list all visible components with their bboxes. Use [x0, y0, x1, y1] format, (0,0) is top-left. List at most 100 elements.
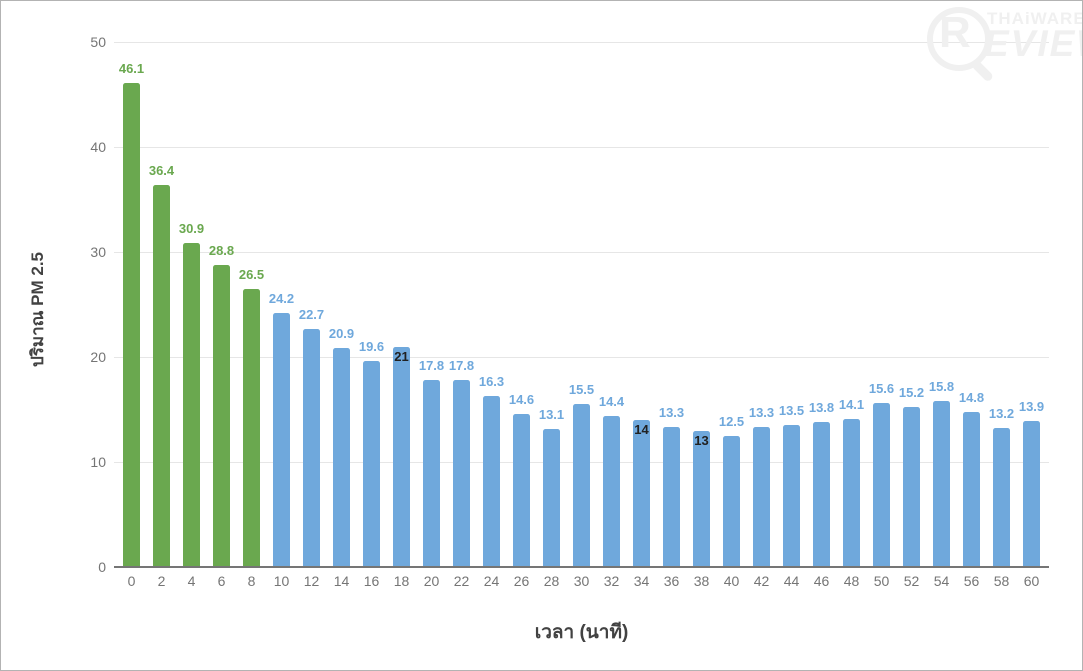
bar-blue-42 [753, 427, 770, 566]
bar-green-2 [153, 184, 170, 566]
bar-green-8 [243, 288, 260, 566]
x-axis-tick-label: 6 [217, 573, 226, 589]
bar-value-label: 13 [694, 432, 709, 448]
gridline [114, 42, 1049, 43]
bar-value-label: 13.1 [538, 407, 565, 423]
x-axis-tick-label: 30 [573, 573, 590, 589]
bar-blue-24 [483, 395, 500, 566]
x-axis-tick-label: 34 [633, 573, 650, 589]
bar-blue-14 [333, 347, 350, 566]
y-axis-tick-label: 10 [90, 454, 106, 470]
bar-value-label: 26.5 [238, 266, 265, 282]
y-axis-tick-label: 20 [90, 349, 106, 365]
x-axis-tick-label: 12 [303, 573, 320, 589]
bar-blue-40 [723, 435, 740, 566]
x-axis-tick-label: 0 [127, 573, 136, 589]
bar-blue-34 [633, 420, 650, 566]
watermark-review-text: EVIEW [984, 23, 1082, 64]
x-axis-tick-label: 2 [157, 573, 166, 589]
bar-blue-18 [393, 346, 410, 566]
x-axis-tick-label: 54 [933, 573, 950, 589]
bar-value-label: 15.8 [928, 379, 955, 395]
bar-blue-36 [663, 427, 680, 566]
y-axis-tick-label: 30 [90, 244, 106, 260]
bar-blue-58 [993, 428, 1010, 566]
bar-value-label: 14 [634, 422, 649, 437]
bar-value-label: 20.9 [328, 325, 355, 341]
bar-value-label: 14.4 [598, 393, 625, 409]
x-axis-tick-label: 18 [393, 573, 410, 589]
bar-blue-60 [1023, 421, 1040, 566]
x-axis-tick-label: 10 [273, 573, 290, 589]
x-axis-tick-label: 8 [247, 573, 256, 589]
y-axis-tick-label: 50 [90, 34, 106, 50]
x-axis-tick-label: 36 [663, 573, 680, 589]
gridline [114, 357, 1049, 358]
bar-value-label: 21 [394, 348, 409, 364]
bar-blue-20 [423, 380, 440, 566]
x-axis-tick-label: 38 [693, 573, 710, 589]
y-axis-tick-label: 0 [98, 559, 106, 575]
bar-value-label: 13.9 [1018, 399, 1045, 415]
bar-value-label: 46.1 [118, 60, 145, 76]
bar-blue-38 [693, 430, 710, 566]
bar-value-label: 14.6 [508, 391, 535, 407]
bar-value-label: 13.2 [988, 406, 1015, 422]
x-axis-tick-label: 42 [753, 573, 770, 589]
bar-value-label: 12.5 [718, 413, 745, 429]
bar-blue-44 [783, 425, 800, 566]
x-axis-title: เวลา (นาที) [534, 622, 629, 643]
x-axis-tick-label: 32 [603, 573, 620, 589]
bar-blue-28 [543, 429, 560, 566]
bar-value-label: 30.9 [178, 220, 205, 236]
bar-value-label: 24.2 [268, 290, 295, 306]
bar-value-label: 14.8 [958, 389, 985, 405]
x-axis-tick-label: 50 [873, 573, 890, 589]
x-axis-tick-label: 44 [783, 573, 800, 589]
gridline [114, 252, 1049, 253]
x-axis-tick-label: 14 [333, 573, 350, 589]
bar-blue-50 [873, 403, 890, 566]
bar-value-label: 14.1 [838, 396, 865, 412]
x-axis-tick-label: 20 [423, 573, 440, 589]
y-axis-title: ปริมาณ PM 2.5 [28, 251, 47, 368]
bar-blue-26 [513, 413, 530, 566]
x-axis-tick-label: 52 [903, 573, 920, 589]
watermark-r-letter: R [939, 8, 971, 57]
bar-blue-54 [933, 401, 950, 566]
bar-value-label: 15.2 [898, 385, 925, 401]
bar-green-4 [183, 242, 200, 566]
x-axis-tick-label: 46 [813, 573, 830, 589]
bar-blue-46 [813, 422, 830, 566]
bar-blue-52 [903, 407, 920, 566]
x-axis-tick-label: 24 [483, 573, 500, 589]
bar-value-label: 17.8 [418, 358, 445, 374]
y-axis-tick-label: 40 [90, 139, 106, 155]
bar-blue-30 [573, 404, 590, 566]
bar-value-label: 13.5 [778, 403, 805, 419]
bar-value-label: 17.8 [448, 358, 475, 374]
bar-green-0 [123, 82, 140, 566]
x-axis-tick-label: 26 [513, 573, 530, 589]
x-axis-tick-label: 28 [543, 573, 560, 589]
x-axis-tick-label: 22 [453, 573, 470, 589]
x-axis-tick-label: 58 [993, 573, 1010, 589]
x-axis-tick-label: 4 [187, 573, 196, 589]
bar-blue-12 [303, 328, 320, 566]
bar-blue-32 [603, 415, 620, 566]
bar-value-label: 15.5 [568, 382, 595, 398]
bar-value-label: 15.6 [868, 381, 895, 397]
bar-value-label: 28.8 [208, 242, 235, 258]
bar-value-label: 13.8 [808, 400, 835, 416]
x-axis-tick-label: 48 [843, 573, 860, 589]
x-axis-tick-label: 40 [723, 573, 740, 589]
x-axis-baseline [114, 566, 1049, 568]
x-axis-tick-label: 60 [1023, 573, 1040, 589]
bar-value-label: 36.4 [148, 162, 175, 178]
bar-value-label: 22.7 [298, 306, 325, 322]
bar-blue-10 [273, 312, 290, 566]
bar-green-6 [213, 264, 230, 566]
x-axis-tick-label: 56 [963, 573, 980, 589]
bar-value-label: 16.3 [478, 373, 505, 389]
